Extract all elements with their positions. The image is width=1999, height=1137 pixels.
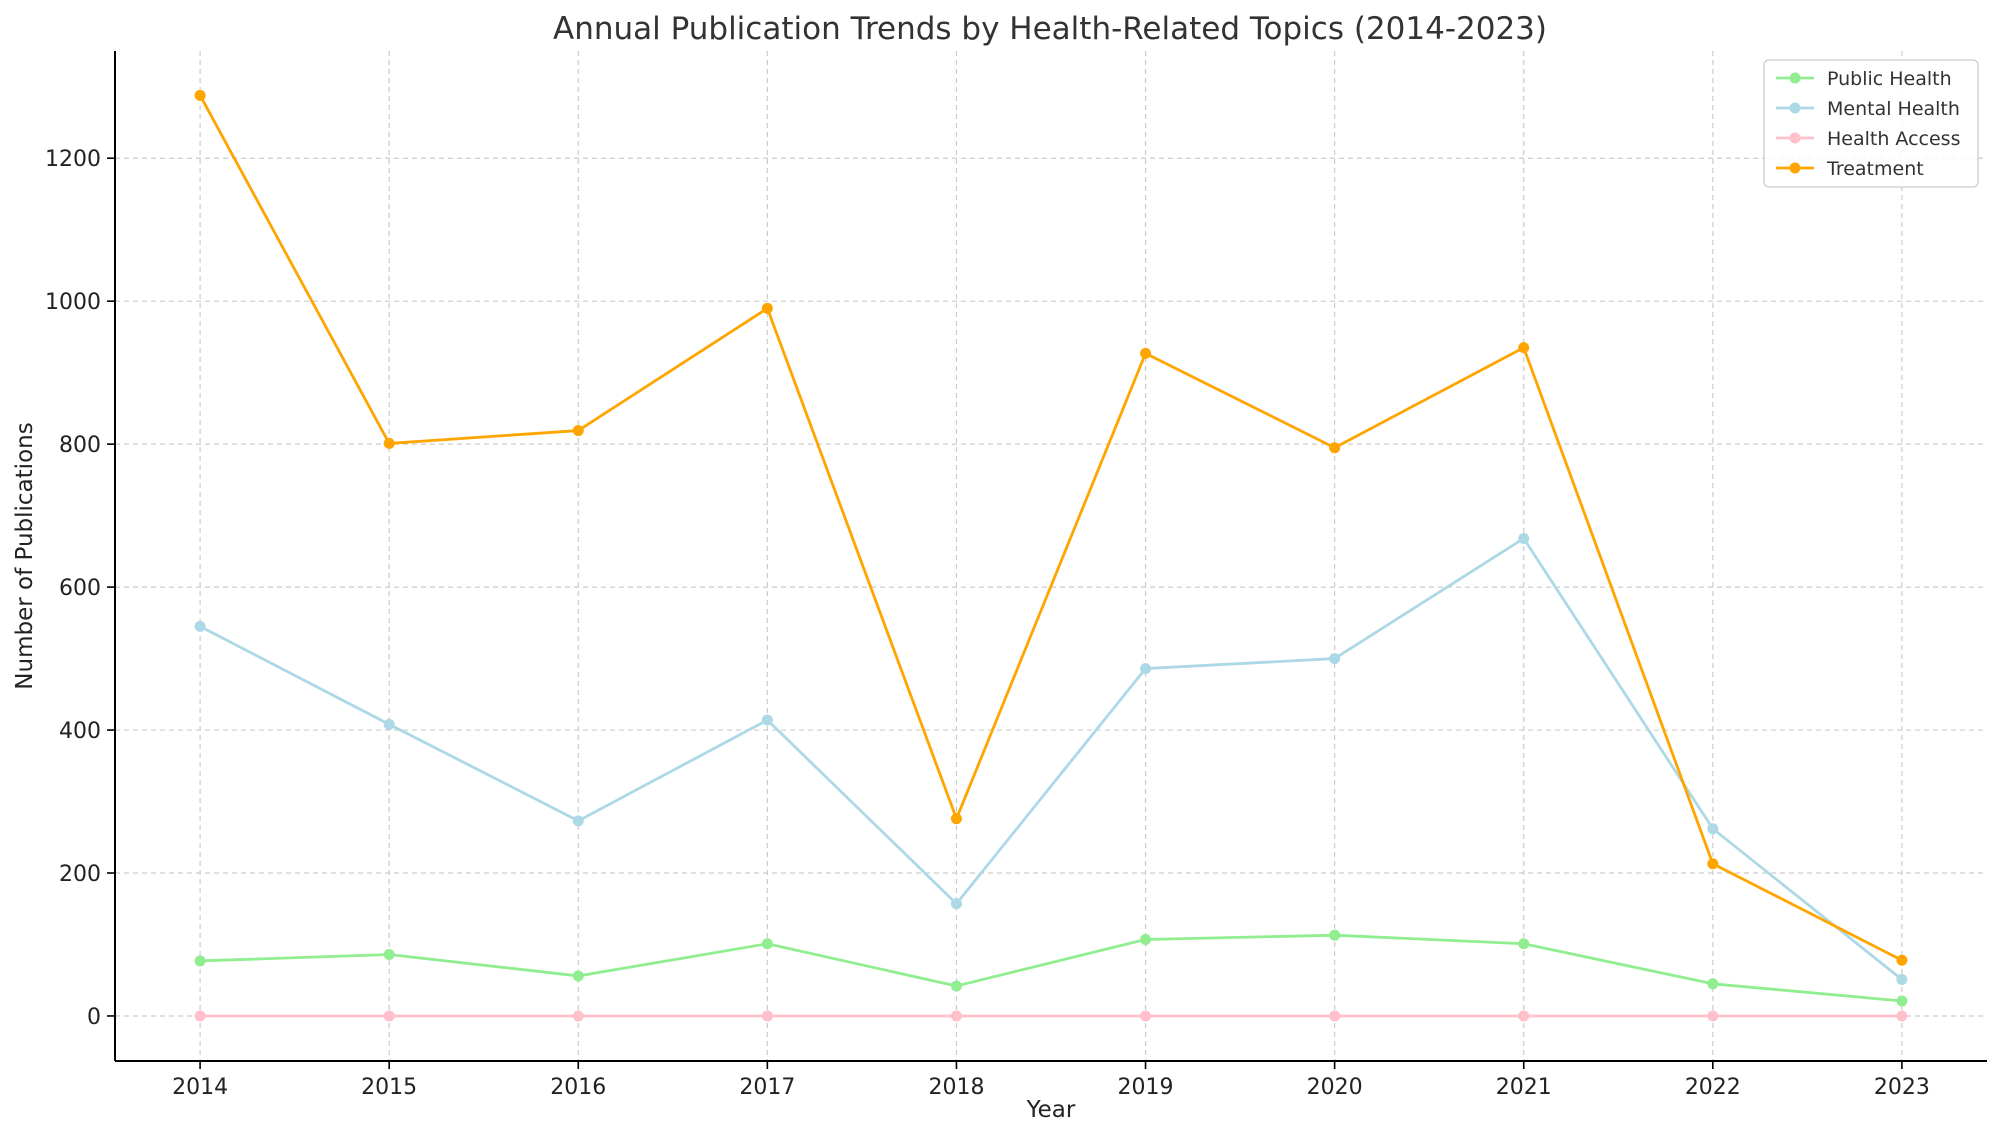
data-point-public-health xyxy=(1518,938,1529,949)
data-point-health-access xyxy=(762,1010,773,1021)
data-point-health-access xyxy=(573,1010,584,1021)
data-point-mental-health xyxy=(1140,663,1151,674)
series-line-public-health xyxy=(200,935,1902,1001)
data-point-mental-health xyxy=(951,898,962,909)
y-tick-label: 200 xyxy=(59,862,101,887)
data-point-mental-health xyxy=(1707,823,1718,834)
x-tick-label: 2021 xyxy=(1496,1075,1552,1100)
data-point-health-access xyxy=(1896,1010,1907,1021)
x-tick-label: 2015 xyxy=(361,1075,417,1100)
legend-swatch-marker-treatment xyxy=(1790,163,1801,174)
data-point-health-access xyxy=(1140,1010,1151,1021)
series-group xyxy=(195,90,1908,1022)
x-tick-label: 2022 xyxy=(1685,1075,1741,1100)
legend-swatch-marker-health-access xyxy=(1790,133,1801,144)
y-tick-label: 1200 xyxy=(45,147,101,172)
data-point-treatment xyxy=(1707,858,1718,869)
y-tick-label: 800 xyxy=(59,433,101,458)
data-point-mental-health xyxy=(384,719,395,730)
data-point-public-health xyxy=(1707,978,1718,989)
legend-label-health-access: Health Access xyxy=(1827,128,1960,150)
y-tick-label: 600 xyxy=(59,576,101,601)
data-point-mental-health xyxy=(195,621,206,632)
data-point-health-access xyxy=(1518,1010,1529,1021)
series-line-mental-health xyxy=(200,538,1902,979)
y-tick-label: 1000 xyxy=(45,290,101,315)
series-line-treatment xyxy=(200,95,1902,960)
x-tick-label: 2023 xyxy=(1874,1075,1930,1100)
data-point-treatment xyxy=(195,90,206,101)
x-tick-label: 2019 xyxy=(1118,1075,1174,1100)
x-tick-label: 2018 xyxy=(928,1075,984,1100)
x-tick-label: 2014 xyxy=(172,1075,228,1100)
axes xyxy=(115,51,1987,1061)
legend-swatch-marker-public-health xyxy=(1790,73,1801,84)
legend-label-public-health: Public Health xyxy=(1827,68,1952,90)
x-ticks: 2014 2015 2016 2017 2018 2019 2020 2021 2022 2023 xyxy=(172,1061,1930,1100)
data-point-mental-health xyxy=(1896,974,1907,985)
data-point-mental-health xyxy=(762,715,773,726)
data-point-treatment xyxy=(384,438,395,449)
data-point-mental-health xyxy=(1329,653,1340,664)
data-point-public-health xyxy=(1140,934,1151,945)
data-point-public-health xyxy=(384,949,395,960)
data-point-public-health xyxy=(573,970,584,981)
data-point-public-health xyxy=(951,980,962,991)
data-point-health-access xyxy=(1329,1010,1340,1021)
data-point-mental-health xyxy=(1518,533,1529,544)
x-tick-label: 2016 xyxy=(550,1075,606,1100)
legend: Public Health Mental Health Health Access T… xyxy=(1764,60,1978,187)
data-point-health-access xyxy=(951,1010,962,1021)
data-point-treatment xyxy=(573,425,584,436)
data-point-health-access xyxy=(1707,1010,1718,1021)
data-point-treatment xyxy=(1329,442,1340,453)
data-point-health-access xyxy=(195,1010,206,1021)
x-tick-label: 2020 xyxy=(1307,1075,1363,1100)
y-tick-label: 400 xyxy=(59,719,101,744)
data-point-public-health xyxy=(762,938,773,949)
legend-label-mental-health: Mental Health xyxy=(1827,98,1960,120)
grid xyxy=(115,51,1987,1061)
legend-label-treatment: Treatment xyxy=(1826,158,1924,180)
chart-title: Annual Publication Trends by Health-Rela… xyxy=(553,11,1547,47)
data-point-mental-health xyxy=(573,815,584,826)
data-point-treatment xyxy=(951,813,962,824)
y-tick-label: 0 xyxy=(87,1005,101,1030)
data-point-treatment xyxy=(762,303,773,314)
y-axis-title: Number of Publications xyxy=(12,422,38,689)
data-point-public-health xyxy=(195,955,206,966)
legend-swatch-marker-mental-health xyxy=(1790,103,1801,114)
data-point-treatment xyxy=(1140,348,1151,359)
y-ticks: 0 200 400 600 800 1000 1200 xyxy=(45,147,115,1030)
data-point-health-access xyxy=(384,1010,395,1021)
x-tick-label: 2017 xyxy=(739,1075,795,1100)
line-chart: Annual Publication Trends by Health-Rela… xyxy=(0,0,1999,1137)
data-point-public-health xyxy=(1329,930,1340,941)
data-point-treatment xyxy=(1896,955,1907,966)
data-point-public-health xyxy=(1896,995,1907,1006)
data-point-treatment xyxy=(1518,342,1529,353)
x-axis-title: Year xyxy=(1026,1097,1076,1123)
